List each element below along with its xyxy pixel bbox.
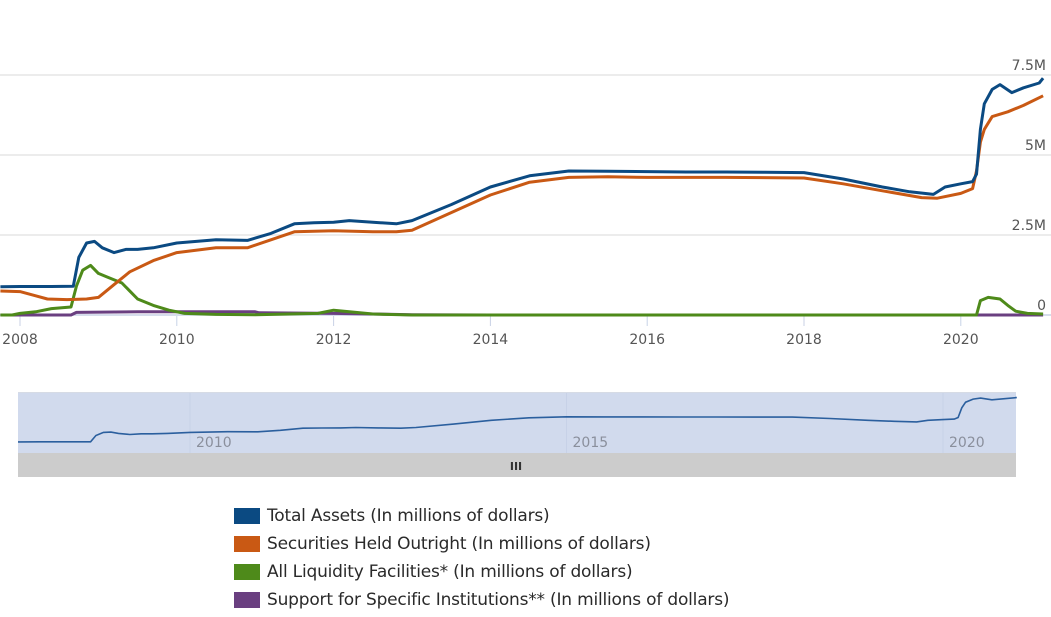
series-line-all-liquidity-facilities[interactable] xyxy=(0,263,1044,317)
series-line-total-assets[interactable] xyxy=(0,77,1045,289)
navigator-series-line xyxy=(18,396,1017,443)
navigator-labels: 2010 2015 2020 xyxy=(196,435,985,451)
legend-item-total-assets[interactable]: Total Assets (In millions of dollars) xyxy=(234,502,729,530)
x-tick-label: 2020 xyxy=(943,332,979,348)
legend-item-support-specific-institutions[interactable]: Support for Specific Institutions** (In … xyxy=(234,586,729,614)
legend-swatch-icon xyxy=(234,564,260,580)
legend-item-securities-held-outright[interactable]: Securities Held Outright (In millions of… xyxy=(234,530,729,558)
x-tick-label: 2014 xyxy=(473,332,509,348)
plot-area[interactable] xyxy=(0,77,1045,317)
navigator-tick-label: 2015 xyxy=(573,435,609,451)
legend-label: Total Assets (In millions of dollars) xyxy=(267,506,550,526)
x-tick-label: 2012 xyxy=(316,332,352,348)
main-chart: 2008 2010 2012 2014 2016 2018 2020 0 2.5M 5M 7.5M xyxy=(0,58,1051,348)
legend: Total Assets (In millions of dollars) Se… xyxy=(234,502,729,614)
x-axis: 2008 2010 2012 2014 2016 2018 2020 xyxy=(2,316,979,348)
navigator-scrollbar[interactable] xyxy=(18,453,1016,477)
x-tick-label: 2008 xyxy=(2,332,38,348)
legend-label: Support for Specific Institutions** (In … xyxy=(267,590,730,610)
legend-swatch-icon xyxy=(234,592,260,608)
y-tick-label: 0 xyxy=(1037,298,1046,314)
legend-item-all-liquidity-facilities[interactable]: All Liquidity Facilities* (In millions o… xyxy=(234,558,729,586)
x-tick-label: 2018 xyxy=(786,332,822,348)
grid-lines xyxy=(0,74,1051,316)
x-tick-label: 2010 xyxy=(159,332,195,348)
legend-swatch-icon xyxy=(234,508,260,524)
y-tick-label: 5M xyxy=(1025,138,1046,154)
legend-label: Securities Held Outright (In millions of… xyxy=(267,534,651,554)
navigator[interactable]: 2010 2015 2020 III xyxy=(0,385,1051,480)
legend-label: All Liquidity Facilities* (In millions o… xyxy=(267,562,633,582)
y-axis: 0 2.5M 5M 7.5M xyxy=(1012,58,1046,314)
legend-swatch-icon xyxy=(234,536,260,552)
navigator-tick-label: 2020 xyxy=(949,435,985,451)
y-tick-label: 2.5M xyxy=(1012,218,1046,234)
series-line-securities-held-outright[interactable] xyxy=(0,94,1044,302)
navigator-tick-label: 2010 xyxy=(196,435,232,451)
navigator-selected-range[interactable] xyxy=(18,392,1016,453)
x-tick-label: 2016 xyxy=(629,332,665,348)
grip-lines-icon[interactable]: III xyxy=(510,460,522,473)
y-tick-label: 7.5M xyxy=(1012,58,1046,74)
